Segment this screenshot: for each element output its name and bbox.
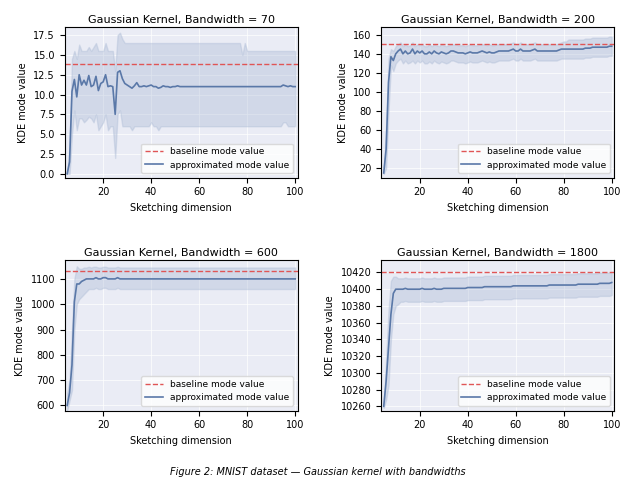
Title: Gaussian Kernel, Bandwidth = 1800: Gaussian Kernel, Bandwidth = 1800: [398, 248, 598, 258]
X-axis label: Sketching dimension: Sketching dimension: [447, 436, 549, 446]
Title: Gaussian Kernel, Bandwidth = 200: Gaussian Kernel, Bandwidth = 200: [401, 15, 595, 25]
Y-axis label: KDE mode value: KDE mode value: [18, 62, 28, 143]
X-axis label: Sketching dimension: Sketching dimension: [447, 203, 549, 213]
Y-axis label: KDE mode value: KDE mode value: [325, 295, 335, 375]
Legend: baseline mode value, approximated mode value: baseline mode value, approximated mode v…: [458, 144, 610, 173]
Title: Gaussian Kernel, Bandwidth = 600: Gaussian Kernel, Bandwidth = 600: [84, 248, 278, 258]
Title: Gaussian Kernel, Bandwidth = 70: Gaussian Kernel, Bandwidth = 70: [88, 15, 275, 25]
Text: Figure 2: MNIST dataset — Gaussian kernel with bandwidths: Figure 2: MNIST dataset — Gaussian kerne…: [170, 467, 466, 477]
Y-axis label: KDE mode value: KDE mode value: [15, 295, 25, 375]
Legend: baseline mode value, approximated mode value: baseline mode value, approximated mode v…: [141, 144, 293, 173]
Legend: baseline mode value, approximated mode value: baseline mode value, approximated mode v…: [458, 376, 610, 406]
Legend: baseline mode value, approximated mode value: baseline mode value, approximated mode v…: [141, 376, 293, 406]
X-axis label: Sketching dimension: Sketching dimension: [130, 436, 232, 446]
X-axis label: Sketching dimension: Sketching dimension: [130, 203, 232, 213]
Y-axis label: KDE mode value: KDE mode value: [338, 62, 347, 143]
